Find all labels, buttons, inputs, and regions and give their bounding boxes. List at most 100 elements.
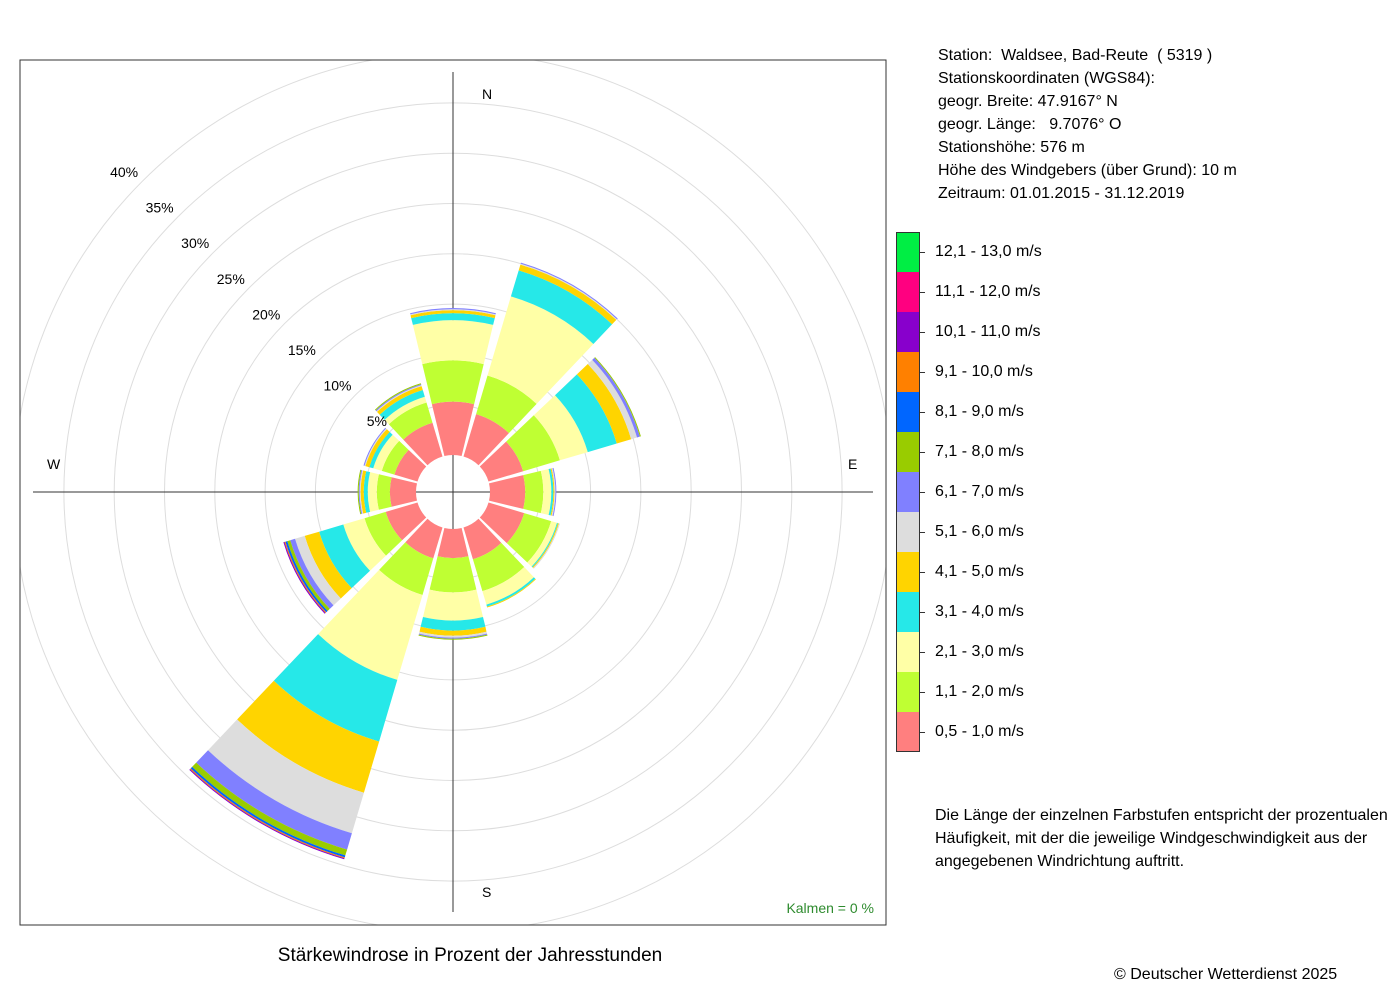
time-period: Zeitraum: 01.01.2015 - 31.12.2019	[938, 185, 1185, 202]
sector-330-class-1	[403, 422, 443, 466]
sector-60-class-7	[592, 357, 640, 438]
station-altitude: Stationshöhe: 576 m	[938, 139, 1085, 156]
sector-90-class-6	[551, 468, 556, 516]
legend-tick	[920, 372, 925, 373]
sector-330	[374, 383, 443, 466]
legend-item: 0,5 - 1,0 m/s	[896, 712, 1196, 752]
sector-0-class-2	[422, 360, 484, 405]
sector-120-class-3	[527, 521, 557, 567]
legend-tick	[920, 652, 925, 653]
sector-30-class-2	[476, 375, 537, 434]
sector-0-class-7	[410, 308, 496, 315]
sector-240-class-4	[319, 524, 370, 589]
sector-270-class-3	[367, 472, 379, 512]
legend-label: 10,1 - 11,0 m/s	[935, 323, 1041, 340]
legend-swatch	[896, 232, 920, 272]
legend-item: 8,1 - 9,0 m/s	[896, 392, 1196, 432]
sector-210-class-5	[237, 680, 380, 793]
legend-tick	[920, 572, 925, 573]
legend-tick	[920, 332, 925, 333]
legend-item: 4,1 - 5,0 m/s	[896, 552, 1196, 592]
legend-item: 2,1 - 3,0 m/s	[896, 632, 1196, 672]
legend-tick	[920, 532, 925, 533]
sector-150	[463, 518, 536, 608]
sector-180-class-4	[420, 617, 486, 631]
legend-swatch	[896, 312, 920, 352]
sector-270-class-4	[363, 471, 371, 513]
legend-label: 9,1 - 10,0 m/s	[935, 363, 1033, 380]
plot-frame	[19, 59, 887, 926]
sector-60	[479, 357, 641, 482]
sector-300-class-3	[373, 434, 400, 471]
sector-90-class-4	[548, 468, 554, 516]
legend-tick	[920, 612, 925, 613]
compass-label-north: N	[482, 86, 492, 102]
sector-300-class-1	[394, 449, 427, 482]
radial-tick-label: 20%	[252, 306, 280, 322]
sector-300-class-4	[369, 431, 393, 469]
legend-item: 12,1 - 13,0 m/s	[896, 232, 1196, 272]
sector-210-class-8	[192, 762, 348, 856]
sector-150-class-1	[463, 518, 502, 560]
copyright: © Deutscher Wetterdienst 2025	[1114, 966, 1338, 983]
legend-label: 6,1 - 7,0 m/s	[935, 483, 1024, 500]
legend-swatch	[896, 272, 920, 312]
anemometer-height: Höhe des Windgebers (über Grund): 10 m	[938, 162, 1237, 179]
legend-swatch	[896, 432, 920, 472]
station-latitude: geogr. Breite: 47.9167° N	[938, 93, 1118, 110]
sector-120	[479, 502, 560, 569]
sector-180-class-7	[418, 633, 488, 639]
compass-label-south: S	[482, 884, 491, 900]
legend-item: 7,1 - 8,0 m/s	[896, 432, 1196, 472]
sector-240-class-8	[287, 540, 330, 611]
sector-330-class-3	[384, 396, 427, 425]
sector-90	[489, 467, 557, 517]
chart-title: Stärkewindrose in Prozent der Jahresstun…	[278, 945, 662, 966]
legend-swatch	[896, 552, 920, 592]
legend-swatch	[896, 352, 920, 392]
legend-label: 12,1 - 13,0 m/s	[935, 243, 1042, 260]
sector-0-class-6	[410, 309, 496, 316]
sector-0-class-5	[410, 310, 496, 319]
sector-210-class-4	[273, 634, 398, 742]
sector-120-class-2	[506, 513, 552, 563]
legend-label: 8,1 - 9,0 m/s	[935, 403, 1024, 420]
legend-swatch	[896, 592, 920, 632]
sector-30-class-4	[510, 270, 613, 344]
legend-item: 5,1 - 6,0 m/s	[896, 512, 1196, 552]
legend-tick	[920, 252, 925, 253]
sector-0-class-3	[412, 320, 494, 365]
sector-210-class-7	[196, 750, 352, 850]
legend-item: 11,1 - 12,0 m/s	[896, 272, 1196, 312]
legend-swatch	[896, 672, 920, 712]
compass-label-east: E	[848, 456, 857, 472]
sector-270-class-5	[360, 470, 367, 514]
sector-90-class-7	[552, 467, 557, 517]
sector-90-class-3	[540, 469, 552, 515]
legend-label: 7,1 - 8,0 m/s	[935, 443, 1024, 460]
legend-item: 1,1 - 2,0 m/s	[896, 672, 1196, 712]
sector-120-class-1	[479, 502, 525, 544]
sector-0-class-1	[431, 401, 475, 456]
sector-210-class-6	[208, 719, 364, 834]
radial-tick-label: 40%	[110, 164, 138, 180]
sector-180-class-1	[437, 528, 469, 559]
sector-330-class-4	[379, 390, 425, 420]
station-longitude: geogr. Länge: 9.7076° O	[938, 116, 1122, 133]
sector-60-class-1	[479, 441, 524, 482]
sector-270-class-6	[359, 470, 364, 514]
calm-label: Kalmen = 0 %	[786, 900, 874, 916]
sector-0	[410, 308, 496, 456]
sector-30-class-1	[463, 414, 509, 466]
legend-item: 10,1 - 11,0 m/s	[896, 312, 1196, 352]
legend-label: 0,5 - 1,0 m/s	[935, 723, 1024, 740]
legend-label: 4,1 - 5,0 m/s	[935, 563, 1024, 580]
sector-60-class-5	[576, 364, 632, 444]
explanation-note: Die Länge der einzelnen Farbstufen entsp…	[935, 807, 1388, 870]
legend-tick	[920, 492, 925, 493]
station-name: Station: Waldsee, Bad-Reute ( 5319 )	[938, 47, 1213, 64]
legend-swatch	[896, 632, 920, 672]
radial-tick-label: 5%	[367, 413, 387, 429]
legend-label: 5,1 - 6,0 m/s	[935, 523, 1024, 540]
